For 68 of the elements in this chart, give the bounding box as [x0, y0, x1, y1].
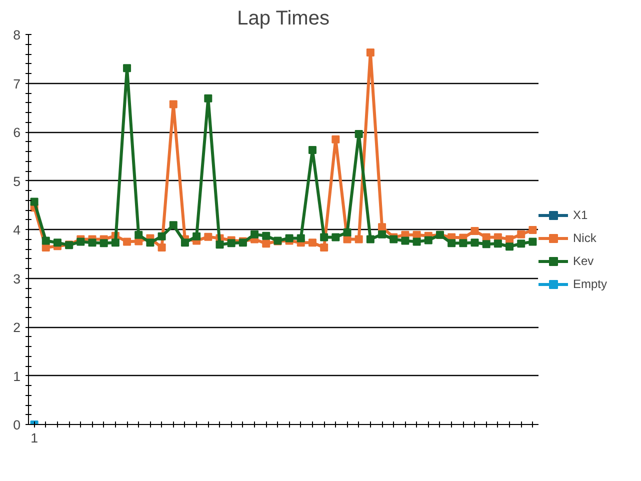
point [378, 230, 386, 238]
point [332, 233, 340, 242]
y-tick-label: 3 [13, 271, 21, 286]
point [506, 242, 514, 251]
y-tick-label: 1 [13, 368, 21, 384]
y-tick-label: 5 [13, 174, 21, 189]
point [494, 240, 502, 248]
point [158, 244, 166, 252]
point [169, 100, 178, 108]
point [250, 230, 259, 238]
point [517, 230, 526, 238]
point [123, 64, 132, 72]
point [111, 238, 120, 247]
point [528, 226, 537, 234]
point [470, 226, 479, 235]
point [343, 228, 352, 236]
point [169, 221, 178, 230]
point [158, 232, 166, 240]
point [366, 235, 374, 244]
point [42, 236, 50, 245]
point [401, 236, 410, 245]
y-tick-label: 7 [13, 76, 21, 92]
y-tick-label: 8 [13, 28, 21, 42]
legend-label: Empty [573, 277, 608, 291]
point [424, 236, 432, 244]
point [412, 238, 421, 246]
point [146, 238, 154, 247]
chart-title: Lap Times [237, 8, 330, 30]
point [204, 232, 212, 241]
point [53, 238, 62, 247]
point [192, 232, 201, 240]
legend-label: Kev [573, 254, 594, 268]
legend-label: X1 [573, 208, 589, 222]
y-tick-label: 4 [13, 222, 22, 238]
point [354, 235, 363, 244]
point [448, 239, 456, 248]
point [308, 238, 316, 247]
point [332, 135, 340, 144]
point [320, 244, 328, 252]
point [378, 223, 386, 232]
point [134, 230, 143, 239]
point [285, 234, 294, 242]
point [366, 48, 374, 57]
legend-label: Nick [573, 231, 596, 245]
point [262, 232, 270, 240]
point [30, 198, 38, 206]
point [459, 239, 468, 248]
point [506, 235, 514, 244]
point [320, 233, 328, 242]
y-tick-label: 6 [13, 125, 21, 140]
point [76, 238, 85, 246]
point [308, 146, 316, 154]
point [227, 239, 236, 248]
y-tick-label: 0 [13, 418, 21, 432]
point [482, 240, 490, 248]
point [296, 234, 305, 242]
point [354, 130, 363, 138]
point [262, 240, 270, 248]
point [100, 239, 108, 248]
point [216, 240, 224, 249]
point [517, 240, 526, 248]
y-tick-label: 2 [13, 320, 21, 335]
point [528, 238, 537, 246]
point [123, 238, 132, 246]
point [88, 238, 96, 247]
point [204, 94, 212, 102]
point [470, 238, 479, 247]
point [180, 238, 189, 247]
